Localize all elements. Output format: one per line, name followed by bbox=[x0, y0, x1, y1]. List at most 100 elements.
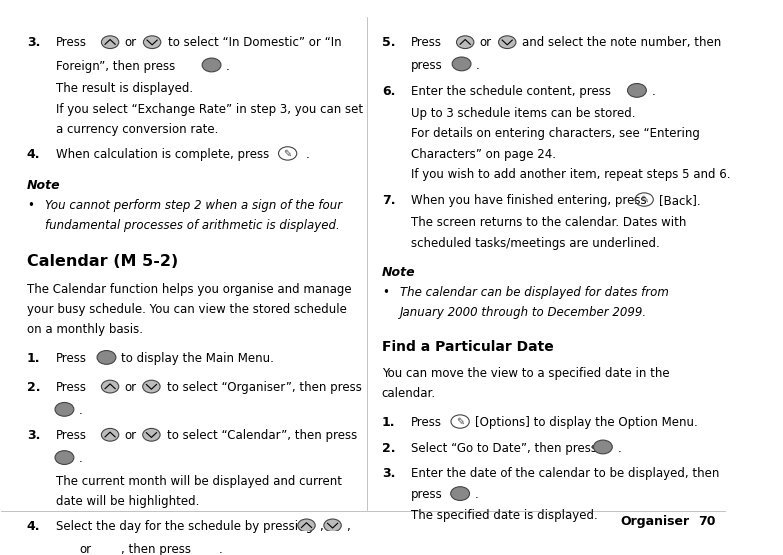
Text: [Options] to display the Option Menu.: [Options] to display the Option Menu. bbox=[474, 416, 698, 429]
Text: Find a Particular Date: Find a Particular Date bbox=[382, 340, 554, 355]
Circle shape bbox=[451, 487, 470, 501]
Text: to select “In Domestic” or “In: to select “In Domestic” or “In bbox=[168, 36, 341, 49]
Text: press: press bbox=[411, 488, 442, 501]
Text: Foreign”, then press: Foreign”, then press bbox=[56, 60, 175, 73]
Circle shape bbox=[456, 36, 474, 48]
Text: press: press bbox=[411, 59, 442, 72]
Text: 2.: 2. bbox=[27, 381, 40, 394]
Circle shape bbox=[202, 58, 221, 72]
Text: The calendar can be displayed for dates from: The calendar can be displayed for dates … bbox=[400, 286, 669, 299]
Text: ✎: ✎ bbox=[283, 148, 292, 158]
Text: Press: Press bbox=[56, 36, 87, 49]
Text: You can move the view to a specified date in the: You can move the view to a specified dat… bbox=[382, 367, 669, 380]
Text: .: . bbox=[218, 543, 222, 555]
Circle shape bbox=[56, 542, 73, 554]
Text: Press: Press bbox=[56, 430, 87, 442]
Circle shape bbox=[143, 428, 160, 441]
Text: .: . bbox=[476, 59, 480, 72]
Text: or: or bbox=[124, 36, 137, 49]
Text: The specified date is displayed.: The specified date is displayed. bbox=[411, 509, 597, 522]
Text: When you have finished entering, press: When you have finished entering, press bbox=[411, 194, 647, 207]
Text: .: . bbox=[305, 148, 309, 161]
Text: ,: , bbox=[345, 520, 349, 533]
Text: .: . bbox=[474, 488, 478, 501]
Text: 4.: 4. bbox=[27, 148, 40, 161]
Circle shape bbox=[55, 451, 74, 465]
Text: •: • bbox=[27, 199, 34, 212]
Text: 2.: 2. bbox=[382, 442, 395, 455]
Text: or: or bbox=[124, 381, 137, 394]
Text: , then press: , then press bbox=[121, 543, 191, 555]
Text: 5.: 5. bbox=[382, 36, 395, 49]
Text: 3.: 3. bbox=[27, 36, 40, 49]
Text: or: or bbox=[124, 430, 137, 442]
Text: You cannot perform step 2 when a sign of the four: You cannot perform step 2 when a sign of… bbox=[45, 199, 342, 212]
Text: and select the note number, then: and select the note number, then bbox=[521, 36, 721, 49]
Text: date will be highlighted.: date will be highlighted. bbox=[56, 495, 199, 508]
Text: .: . bbox=[651, 85, 655, 98]
Text: ,: , bbox=[319, 520, 323, 533]
Circle shape bbox=[55, 402, 74, 416]
Text: When calculation is complete, press: When calculation is complete, press bbox=[56, 148, 269, 161]
Text: Enter the date of the calendar to be displayed, then: Enter the date of the calendar to be dis… bbox=[411, 467, 720, 480]
Circle shape bbox=[298, 519, 316, 532]
Text: Calendar (M 5-2): Calendar (M 5-2) bbox=[27, 254, 178, 269]
Text: If you wish to add another item, repeat steps 5 and 6.: If you wish to add another item, repeat … bbox=[411, 168, 731, 181]
Text: .: . bbox=[79, 452, 83, 465]
Text: to select “Organiser”, then press: to select “Organiser”, then press bbox=[167, 381, 362, 394]
Text: January 2000 through to December 2099.: January 2000 through to December 2099. bbox=[400, 306, 647, 319]
Text: Characters” on page 24.: Characters” on page 24. bbox=[411, 148, 556, 160]
Circle shape bbox=[101, 36, 119, 48]
Text: For details on entering characters, see “Entering: For details on entering characters, see … bbox=[411, 128, 700, 140]
Text: The Calendar function helps you organise and manage: The Calendar function helps you organise… bbox=[27, 282, 352, 296]
Text: to display the Main Menu.: to display the Main Menu. bbox=[121, 352, 274, 365]
Text: 1.: 1. bbox=[382, 416, 395, 429]
Text: 4.: 4. bbox=[27, 520, 40, 533]
Text: Enter the schedule content, press: Enter the schedule content, press bbox=[411, 85, 611, 98]
Text: Press: Press bbox=[411, 36, 442, 49]
Text: •: • bbox=[382, 286, 388, 299]
Circle shape bbox=[594, 440, 612, 454]
Circle shape bbox=[143, 36, 161, 48]
Text: 1.: 1. bbox=[27, 352, 40, 365]
Text: Press: Press bbox=[411, 416, 442, 429]
Text: your busy schedule. You can view the stored schedule: your busy schedule. You can view the sto… bbox=[27, 303, 347, 316]
Circle shape bbox=[101, 380, 119, 393]
Text: Up to 3 schedule items can be stored.: Up to 3 schedule items can be stored. bbox=[411, 107, 635, 120]
Text: fundamental processes of arithmetic is displayed.: fundamental processes of arithmetic is d… bbox=[45, 219, 340, 232]
Text: Select the day for the schedule by pressing: Select the day for the schedule by press… bbox=[56, 520, 313, 533]
Text: Note: Note bbox=[382, 266, 416, 279]
Text: Note: Note bbox=[27, 179, 60, 192]
Text: calendar.: calendar. bbox=[382, 387, 436, 400]
Text: The result is displayed.: The result is displayed. bbox=[56, 83, 193, 95]
Circle shape bbox=[324, 519, 341, 532]
Text: ✎: ✎ bbox=[456, 417, 464, 427]
Text: to select “Calendar”, then press: to select “Calendar”, then press bbox=[167, 430, 357, 442]
Text: ✎: ✎ bbox=[640, 195, 648, 205]
Text: scheduled tasks/meetings are underlined.: scheduled tasks/meetings are underlined. bbox=[411, 236, 659, 250]
Text: or: or bbox=[480, 36, 492, 49]
Circle shape bbox=[452, 57, 471, 71]
Text: a currency conversion rate.: a currency conversion rate. bbox=[56, 123, 218, 136]
Text: on a monthly basis.: on a monthly basis. bbox=[27, 323, 143, 336]
Circle shape bbox=[195, 541, 214, 555]
Text: Select “Go to Date”, then press: Select “Go to Date”, then press bbox=[411, 442, 597, 455]
Text: 6.: 6. bbox=[382, 85, 395, 98]
Circle shape bbox=[143, 380, 160, 393]
Text: .: . bbox=[617, 442, 621, 455]
Text: or: or bbox=[79, 543, 91, 555]
Text: Press: Press bbox=[56, 381, 87, 394]
Circle shape bbox=[499, 36, 516, 48]
Circle shape bbox=[101, 428, 119, 441]
Text: [Back].: [Back]. bbox=[659, 194, 701, 207]
Circle shape bbox=[627, 83, 646, 97]
Circle shape bbox=[97, 351, 116, 364]
Text: 7.: 7. bbox=[382, 194, 395, 207]
Text: .: . bbox=[79, 404, 83, 417]
Text: The current month will be displayed and current: The current month will be displayed and … bbox=[56, 475, 341, 487]
Text: 3.: 3. bbox=[382, 467, 395, 480]
Text: 3.: 3. bbox=[27, 430, 40, 442]
Text: Organiser: Organiser bbox=[621, 515, 690, 528]
Text: Press: Press bbox=[56, 352, 87, 365]
Text: .: . bbox=[226, 60, 229, 73]
